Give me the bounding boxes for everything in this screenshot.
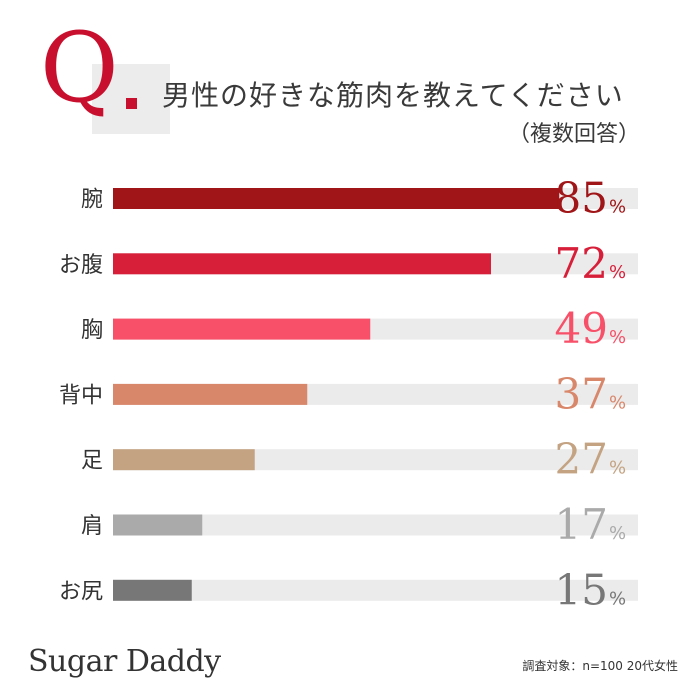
- value-unit: %: [609, 197, 626, 218]
- category-label: 背中: [59, 383, 103, 408]
- value-label: 17: [555, 500, 608, 549]
- question-text: 男性の好きな筋肉を教えてください: [162, 79, 624, 112]
- value-label: 15: [555, 565, 608, 614]
- bar: [113, 449, 255, 471]
- sugar-daddy-logo: Sugar Daddy: [28, 644, 221, 679]
- value-unit: %: [609, 523, 626, 544]
- bar: [113, 318, 371, 340]
- question-note: （複数回答）: [507, 122, 640, 147]
- value-label: 85: [555, 174, 608, 223]
- category-label: 肩: [81, 514, 103, 539]
- bar: [113, 579, 192, 601]
- value-label: 27: [555, 435, 608, 484]
- value-label: 49: [555, 304, 608, 353]
- category-label: お尻: [59, 579, 103, 604]
- value-unit: %: [609, 458, 626, 479]
- bar-track: [113, 514, 638, 536]
- question-header: Q 男性の好きな筋肉を教えてください （複数回答）: [40, 20, 700, 150]
- value-label: 72: [555, 239, 608, 288]
- category-label: 腕: [81, 188, 103, 213]
- category-label: 足: [81, 449, 103, 474]
- survey-footnote: 調査対象：n=100 20代女性: [522, 659, 678, 673]
- category-label: お腹: [59, 253, 103, 278]
- category-label: 胸: [81, 318, 103, 343]
- bar: [113, 383, 308, 405]
- value-unit: %: [609, 262, 626, 283]
- bar: [113, 188, 560, 209]
- value-unit: %: [609, 327, 626, 348]
- bar-track: [113, 579, 638, 601]
- value-unit: %: [609, 392, 626, 413]
- value-label: 37: [555, 369, 608, 418]
- value-unit: %: [609, 588, 626, 609]
- bar: [113, 253, 491, 275]
- q-mark-dot: [126, 98, 137, 109]
- q-mark: Q: [40, 12, 119, 124]
- bar: [113, 514, 203, 536]
